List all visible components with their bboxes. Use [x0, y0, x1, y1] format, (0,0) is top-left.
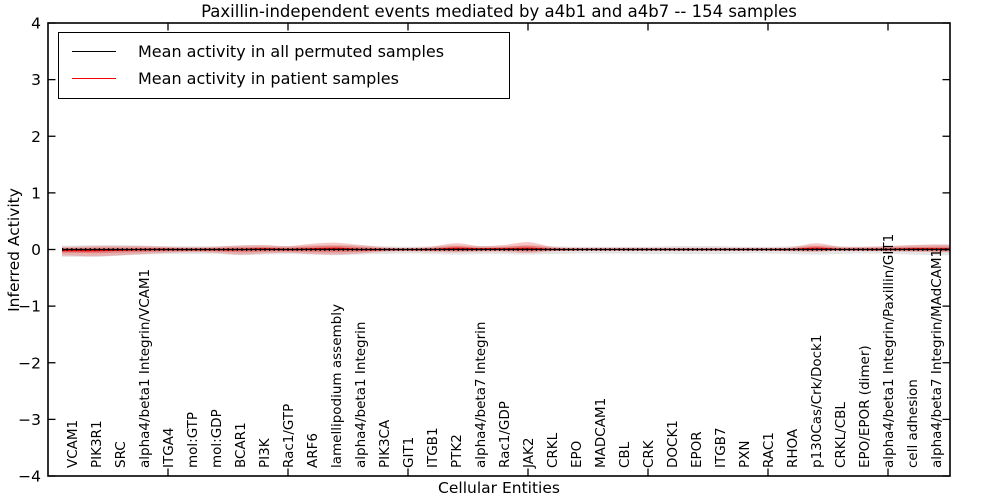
entity-tick-label: BCAR1: [233, 422, 249, 468]
entity-tick-label: mol:GTP: [185, 412, 201, 468]
entity-tick-label: ARF6: [305, 433, 321, 468]
y-tick-label: −4: [18, 468, 41, 486]
entity-tick-label: ITGA4: [161, 427, 177, 468]
entity-tick-label: EPO: [569, 441, 585, 468]
entity-tick-label: PI3K: [257, 437, 273, 468]
entity-tick-label: p130Cas/Crk/Dock1: [809, 335, 825, 468]
y-tick-label: 0: [31, 241, 41, 259]
entity-tick-label: SRC: [113, 441, 129, 468]
entity-tick-label: alpha4/beta7 Integrin/MAdCAM1: [929, 249, 945, 468]
y-tick-label: 4: [31, 15, 41, 33]
entity-tick-label: RAC1: [761, 432, 777, 468]
entity-tick-label: cell adhesion: [905, 379, 921, 468]
entity-tick-label: EPO/EPOR (dimer): [857, 345, 873, 468]
entity-tick-label: alpha4/beta1 Integrin/Paxillin/GIT1: [881, 234, 897, 468]
entity-tick-label: ITGB1: [425, 427, 441, 468]
y-tick-label: −3: [18, 411, 41, 429]
y-tick-label: 2: [31, 128, 41, 146]
entity-tick-label: alpha4/beta1 Integrin/VCAM1: [137, 269, 153, 468]
entity-tick-label: GIT1: [401, 437, 417, 468]
entity-tick-label: alpha4/beta7 Integrin: [473, 322, 489, 468]
legend-label: Mean activity in patient samples: [138, 69, 399, 88]
entity-tick-label: lamellipodium assembly: [329, 304, 345, 468]
entity-tick-label: PXN: [737, 441, 753, 469]
entity-tick-label: CRKL/CBL: [833, 402, 849, 468]
entity-tick-label: MADCAM1: [593, 398, 609, 468]
entity-tick-label: PIK3CA: [377, 419, 393, 468]
entity-tick-label: Rac1/GDP: [497, 401, 513, 468]
entity-tick-label: EPOR: [689, 431, 705, 468]
legend-line-sample-black: [72, 51, 116, 52]
entity-tick-label: PTK2: [449, 434, 465, 468]
chart-title: Paxillin-independent events mediated by …: [201, 2, 797, 21]
entity-tick-label: DOCK1: [665, 420, 681, 468]
legend-item-patient: Mean activity in patient samples: [59, 65, 509, 92]
y-tick-label: 3: [31, 71, 41, 89]
legend: Mean activity in all permuted samples Me…: [58, 32, 510, 99]
legend-line-sample-red: [72, 78, 116, 79]
y-tick-label: −1: [18, 298, 41, 316]
entity-tick-label: RHOA: [785, 428, 801, 468]
y-tick-label: 1: [31, 184, 41, 202]
entity-tick-label: JAK2: [521, 438, 537, 469]
y-tick-label: −2: [18, 354, 41, 372]
legend-label: Mean activity in all permuted samples: [138, 42, 445, 61]
legend-item-permuted: Mean activity in all permuted samples: [59, 38, 509, 65]
entity-tick-label: CRK: [641, 439, 657, 468]
entity-tick-label: ITGB7: [713, 427, 729, 468]
entity-tick-label: PIK3R1: [89, 420, 105, 468]
entity-tick-label: CBL: [617, 441, 633, 468]
entity-tick-label: CRKL: [545, 432, 561, 468]
x-axis-label: Cellular Entities: [438, 479, 560, 497]
entity-tick-label: alpha4/beta1 Integrin: [353, 322, 369, 468]
entity-tick-label: mol:GDP: [209, 409, 225, 468]
band-permuted-samples: [0, 244, 950, 257]
entity-tick-label: Rac1/GTP: [281, 404, 297, 468]
entity-tick-label: VCAM1: [65, 420, 81, 468]
